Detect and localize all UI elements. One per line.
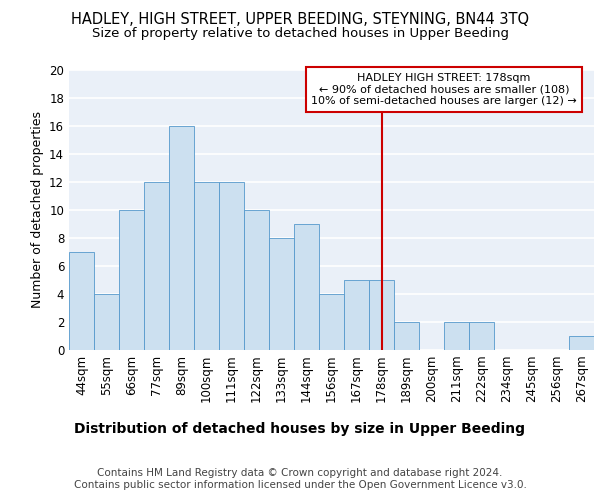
Text: HADLEY HIGH STREET: 178sqm
← 90% of detached houses are smaller (108)
10% of sem: HADLEY HIGH STREET: 178sqm ← 90% of deta… — [311, 73, 577, 106]
Bar — [294, 224, 319, 350]
Text: Contains HM Land Registry data © Crown copyright and database right 2024.
Contai: Contains HM Land Registry data © Crown c… — [74, 468, 526, 490]
Bar — [369, 280, 394, 350]
Bar — [344, 280, 369, 350]
Text: Distribution of detached houses by size in Upper Beeding: Distribution of detached houses by size … — [74, 422, 526, 436]
Bar — [244, 210, 269, 350]
Bar — [69, 252, 94, 350]
Bar — [194, 182, 219, 350]
Bar — [219, 182, 244, 350]
Bar — [144, 182, 169, 350]
Bar — [269, 238, 294, 350]
Bar — [569, 336, 594, 350]
Text: HADLEY, HIGH STREET, UPPER BEEDING, STEYNING, BN44 3TQ: HADLEY, HIGH STREET, UPPER BEEDING, STEY… — [71, 12, 529, 28]
Text: Size of property relative to detached houses in Upper Beeding: Size of property relative to detached ho… — [91, 28, 509, 40]
Bar — [444, 322, 469, 350]
Y-axis label: Number of detached properties: Number of detached properties — [31, 112, 44, 308]
Bar — [169, 126, 194, 350]
Bar — [94, 294, 119, 350]
Bar — [469, 322, 494, 350]
Bar — [319, 294, 344, 350]
Bar — [119, 210, 144, 350]
Bar — [394, 322, 419, 350]
